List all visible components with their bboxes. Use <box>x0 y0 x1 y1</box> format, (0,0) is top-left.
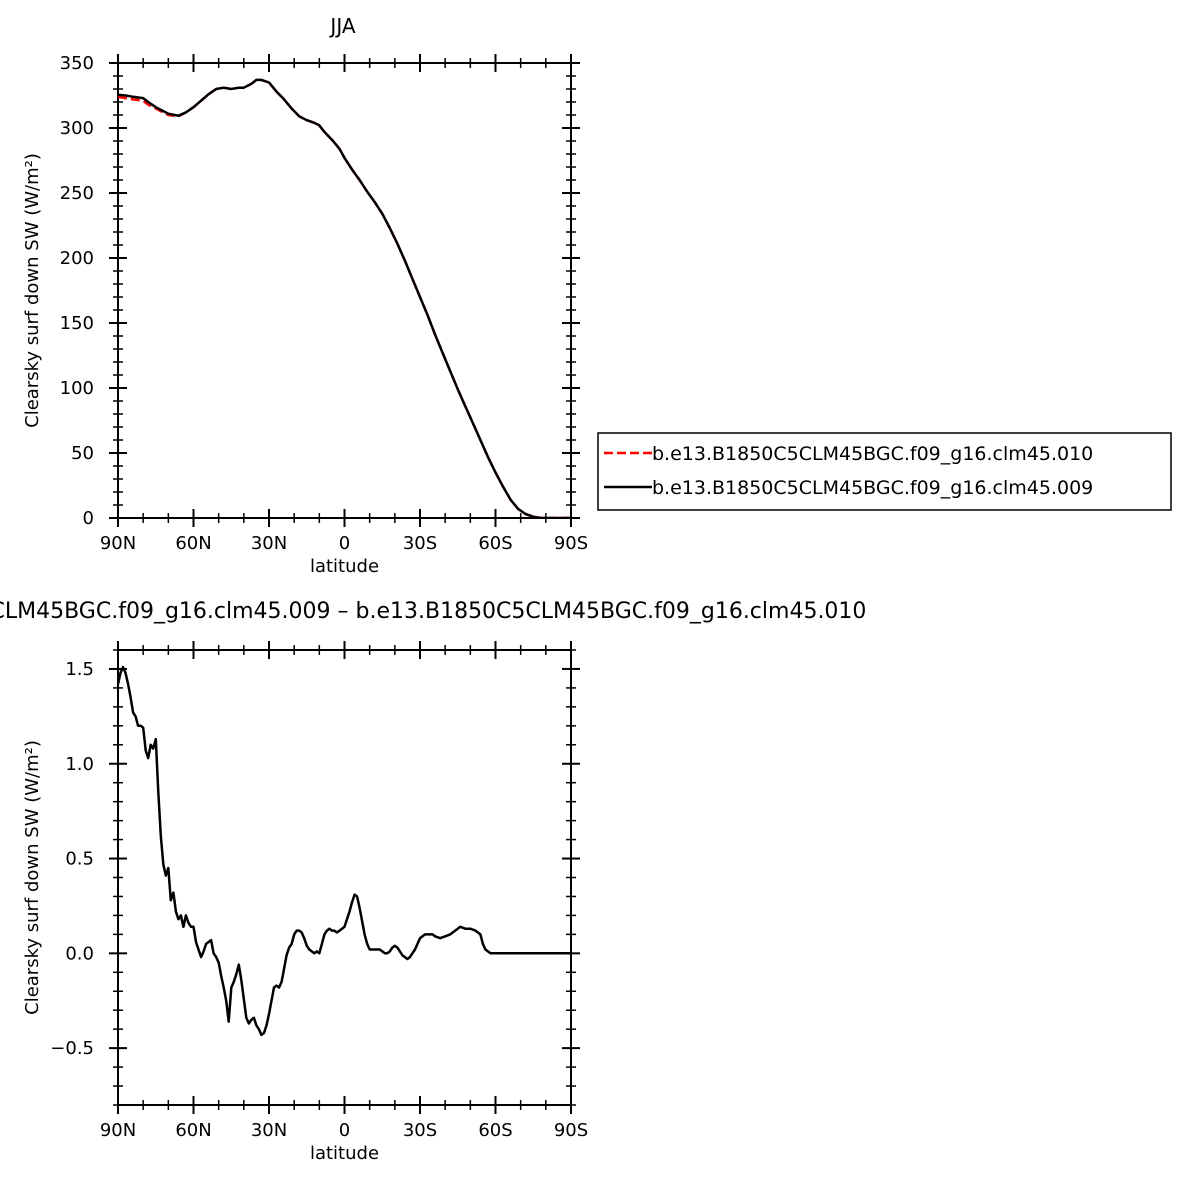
x-tick-label: 0 <box>339 1120 350 1141</box>
series-line-1 <box>118 665 571 1037</box>
x-tick-label: 30S <box>403 1120 437 1141</box>
y-tick-label: 0 <box>83 508 94 529</box>
legend-label: b.e13.B1850C5CLM45BGC.f09_g16.clm45.009 <box>652 477 1093 499</box>
legend: b.e13.B1850C5CLM45BGC.f09_g16.clm45.010b… <box>597 432 1172 511</box>
legend-box <box>597 432 1172 511</box>
x-tick-label: 0 <box>339 533 350 554</box>
y-tick-label: 0.0 <box>65 943 94 964</box>
y-tick-label: 0.5 <box>65 849 94 870</box>
x-tick-label: 60N <box>175 533 211 554</box>
series-line-2 <box>118 78 571 518</box>
y-tick-label: 200 <box>60 248 94 269</box>
y-axis-label: Clearsky surf down SW (W/m²) <box>22 153 43 428</box>
y-tick-label: 50 <box>71 443 94 464</box>
chart-2: b.e13.B1850C5CLM45BGC.f09_g16.clm45.009 … <box>0 599 866 1164</box>
y-tick-label: 300 <box>60 118 94 139</box>
x-axis-label: latitude <box>310 1143 379 1164</box>
y-tick-label: 250 <box>60 183 94 204</box>
x-tick-label: 30N <box>251 1120 287 1141</box>
chart-1: JJA 90N 60N 30N 0 30S 60S 90S 0 50 100 150 200 250 300… <box>22 14 1172 577</box>
y-tick-label: 350 <box>60 53 94 74</box>
x-tick-label: 60S <box>478 1120 512 1141</box>
plot-frame <box>117 62 572 519</box>
legend-label: b.e13.B1850C5CLM45BGC.f09_g16.clm45.010 <box>652 443 1093 465</box>
series-line-1 <box>118 78 571 518</box>
y-tick-label: −0.5 <box>50 1038 94 1059</box>
x-tick-label: 30N <box>251 533 287 554</box>
x-tick-label: 90N <box>100 533 136 554</box>
plot-frame <box>117 649 572 1106</box>
x-tick-label: 60N <box>175 1120 211 1141</box>
y-axis-label: Clearsky surf down SW (W/m²) <box>22 740 43 1015</box>
y-tick-label: 1.5 <box>65 659 94 680</box>
chart-title: JJA <box>328 14 355 38</box>
x-axis-label: latitude <box>310 556 379 577</box>
x-tick-label: 60S <box>478 533 512 554</box>
y-tick-label: 1.0 <box>65 754 94 775</box>
y-tick-label: 100 <box>60 378 94 399</box>
x-tick-label: 30S <box>403 533 437 554</box>
y-tick-label: 150 <box>60 313 94 334</box>
chart-title: b.e13.B1850C5CLM45BGC.f09_g16.clm45.009 … <box>0 599 866 624</box>
x-tick-label: 90S <box>554 1120 588 1141</box>
x-tick-label: 90N <box>100 1120 136 1141</box>
x-tick-label: 90S <box>554 533 588 554</box>
